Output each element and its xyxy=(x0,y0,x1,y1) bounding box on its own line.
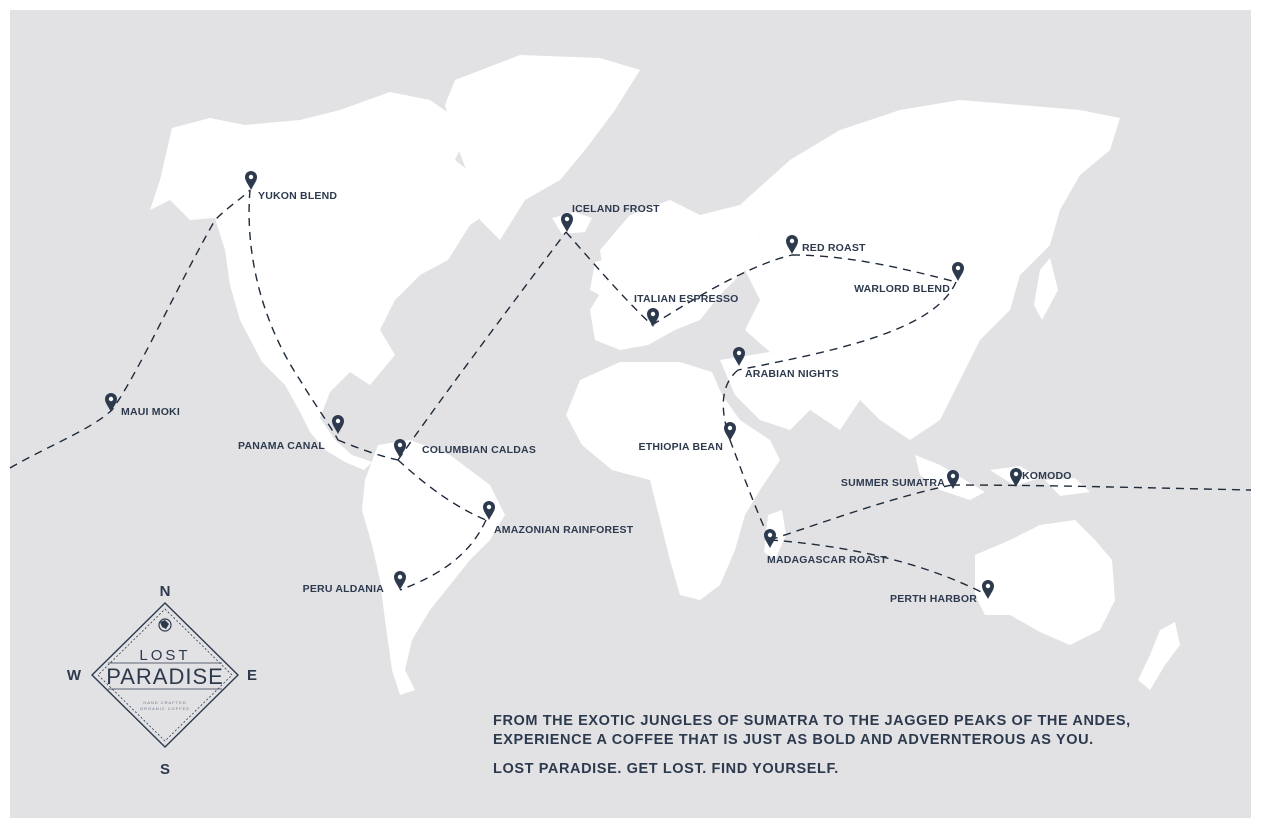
pin-amazonian[interactable] xyxy=(483,501,495,520)
landmasses xyxy=(150,55,1180,695)
label-peru[interactable]: PERU ALDANIA xyxy=(303,583,385,595)
label-panama[interactable]: PANAMA CANAL xyxy=(238,440,325,452)
pin-iceland[interactable] xyxy=(561,213,573,232)
greenland xyxy=(445,55,640,240)
route-yukon-panama xyxy=(248,189,339,441)
label-perth[interactable]: PERTH HARBOR xyxy=(890,593,977,605)
tagline-line2: EXPERIENCE A COFFEE THAT IS JUST AS BOLD… xyxy=(493,732,1094,748)
label-yukon[interactable]: YUKON BLEND xyxy=(258,190,337,202)
route-warlord-arabian xyxy=(737,281,957,371)
label-maui[interactable]: MAUI MOKI xyxy=(121,406,180,418)
route-arabian-ethiopia xyxy=(722,369,739,441)
pin-italian[interactable] xyxy=(647,308,659,327)
route-iceland-italian xyxy=(565,231,653,326)
arabia xyxy=(720,352,820,430)
australia xyxy=(975,520,1115,645)
brand-small1: HAND CRAFTED xyxy=(143,700,186,705)
route-columbian-iceland xyxy=(397,231,567,461)
route-red-warlord xyxy=(791,254,957,283)
label-ethiopia[interactable]: ETHIOPIA BEAN xyxy=(639,441,723,453)
label-komodo[interactable]: KOMODO xyxy=(1022,470,1072,482)
label-iceland[interactable]: ICELAND FROST xyxy=(572,203,660,215)
route-italian-red xyxy=(651,254,793,326)
compass-east: E xyxy=(247,667,257,684)
pins xyxy=(105,171,1022,599)
tagline-block: FROM THE EXOTIC JUNGLES OF SUMATRA TO TH… xyxy=(493,712,1193,779)
pin-red[interactable] xyxy=(786,235,798,254)
route-madagascar-perth xyxy=(769,539,988,596)
pin-perth[interactable] xyxy=(982,580,994,599)
tagline-line1: FROM THE EXOTIC JUNGLES OF SUMATRA TO TH… xyxy=(493,713,1131,729)
label-columbian[interactable]: COLUMBIAN CALDAS xyxy=(422,444,536,456)
tagline-motto: LOST PARADISE. GET LOST. FIND YOURSELF. xyxy=(493,761,839,777)
label-madagascar[interactable]: MADAGASCAR ROAST xyxy=(767,554,887,566)
north-america xyxy=(150,92,500,418)
route-panama-columbian xyxy=(337,439,399,461)
route-maui-yukon xyxy=(9,189,251,469)
pin-madagascar[interactable] xyxy=(764,529,776,548)
pin-maui[interactable] xyxy=(105,393,117,412)
pin-arabian[interactable] xyxy=(733,347,745,366)
brand-line2: PARADISE xyxy=(106,664,224,689)
label-italian[interactable]: ITALIAN ESPRESSO xyxy=(634,293,739,305)
compass-north: N xyxy=(160,583,171,600)
route-sumatra-east xyxy=(951,484,1252,491)
europe xyxy=(590,200,760,350)
asia xyxy=(740,100,1120,440)
label-sumatra[interactable]: SUMMER SUMATRA xyxy=(841,477,945,489)
location-labels: YUKON BLEND MAUI MOKI PANAMA CANAL COLUM… xyxy=(121,190,1072,605)
pin-ethiopia[interactable] xyxy=(724,422,736,441)
route-madagascar-sumatra xyxy=(769,484,953,541)
indonesia xyxy=(915,455,1090,500)
compass-south: S xyxy=(160,761,170,778)
japan xyxy=(1034,258,1058,320)
label-amazonian[interactable]: AMAZONIAN RAINFOREST xyxy=(494,524,634,536)
globe-icon xyxy=(158,618,172,632)
south-america xyxy=(362,440,505,695)
pin-yukon[interactable] xyxy=(245,171,257,190)
pin-columbian[interactable] xyxy=(394,439,406,458)
pin-komodo[interactable] xyxy=(1010,468,1022,487)
brand-line1: LOST xyxy=(139,647,190,664)
africa xyxy=(566,362,780,600)
central-america xyxy=(300,412,372,470)
compass-badge: N S W E LOST PARADISE HAND CRAFTED ORGAN… xyxy=(67,583,257,778)
routes xyxy=(9,189,1252,596)
label-red[interactable]: RED ROAST xyxy=(802,242,866,254)
pin-warlord[interactable] xyxy=(952,262,964,281)
pin-sumatra[interactable] xyxy=(947,470,959,489)
label-warlord[interactable]: WARLORD BLEND xyxy=(854,283,950,295)
compass-west: W xyxy=(67,667,82,684)
pin-peru[interactable] xyxy=(394,571,406,590)
label-arabian[interactable]: ARABIAN NIGHTS xyxy=(745,368,839,380)
route-amazonian-peru xyxy=(399,519,487,591)
brand-small2: ORGANIC COFFEE xyxy=(140,706,190,711)
pin-panama[interactable] xyxy=(332,415,344,434)
new-zealand xyxy=(1138,622,1180,690)
brand-diamond: LOST PARADISE HAND CRAFTED ORGANIC COFFE… xyxy=(91,602,239,748)
